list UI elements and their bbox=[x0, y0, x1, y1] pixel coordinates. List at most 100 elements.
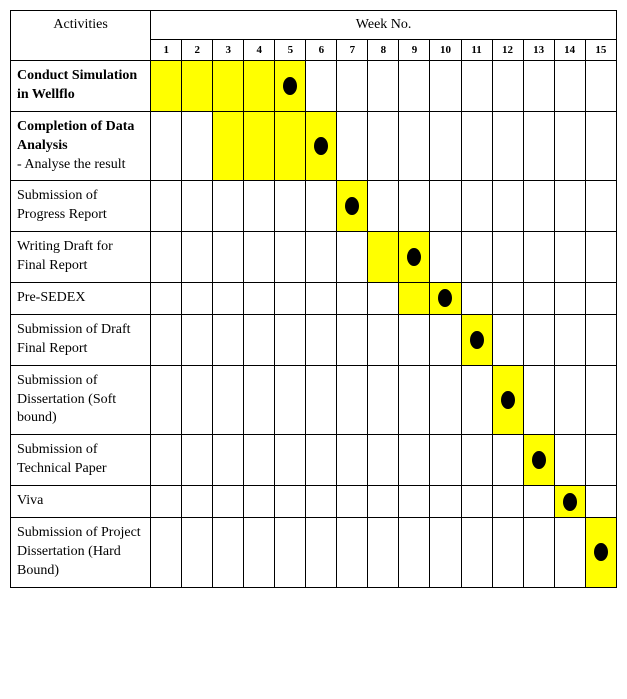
week-cell bbox=[399, 181, 430, 232]
week-num-13: 13 bbox=[523, 40, 554, 61]
week-cell bbox=[244, 61, 275, 112]
week-cell bbox=[461, 232, 492, 283]
week-cell bbox=[306, 518, 337, 588]
week-cell bbox=[275, 181, 306, 232]
week-cell bbox=[492, 283, 523, 315]
table-row: Pre-SEDEX bbox=[11, 283, 617, 315]
week-num-12: 12 bbox=[492, 40, 523, 61]
week-cell bbox=[275, 518, 306, 588]
milestone-marker bbox=[470, 331, 484, 349]
week-cell bbox=[554, 61, 585, 112]
week-cell bbox=[306, 181, 337, 232]
week-cell bbox=[151, 435, 182, 486]
week-cell bbox=[337, 181, 368, 232]
week-cell bbox=[430, 61, 461, 112]
week-cell bbox=[523, 232, 554, 283]
week-cell bbox=[399, 283, 430, 315]
milestone-marker bbox=[594, 543, 608, 561]
week-cell bbox=[585, 486, 616, 518]
week-header: Week No. bbox=[151, 11, 617, 40]
week-cell bbox=[213, 111, 244, 181]
activity-label: Submission of Progress Report bbox=[11, 181, 151, 232]
week-cell bbox=[275, 435, 306, 486]
week-cell bbox=[368, 486, 399, 518]
week-cell bbox=[430, 365, 461, 435]
week-cell bbox=[492, 518, 523, 588]
activity-label: Completion of Data Analysis- Analyse the… bbox=[11, 111, 151, 181]
week-cell bbox=[523, 283, 554, 315]
week-cell bbox=[430, 283, 461, 315]
activities-header: Activities bbox=[11, 11, 151, 61]
week-cell bbox=[182, 232, 213, 283]
week-cell bbox=[399, 314, 430, 365]
milestone-marker bbox=[314, 137, 328, 155]
week-cell bbox=[213, 314, 244, 365]
week-cell bbox=[337, 435, 368, 486]
week-cell bbox=[585, 181, 616, 232]
week-cell bbox=[461, 518, 492, 588]
table-row: Submission of Progress Report bbox=[11, 181, 617, 232]
week-cell bbox=[585, 232, 616, 283]
activity-label: Submission of Technical Paper bbox=[11, 435, 151, 486]
activity-label: Submission of Draft Final Report bbox=[11, 314, 151, 365]
table-row: Submission of Dissertation (Soft bound) bbox=[11, 365, 617, 435]
week-num-2: 2 bbox=[182, 40, 213, 61]
week-num-10: 10 bbox=[430, 40, 461, 61]
week-cell bbox=[151, 111, 182, 181]
week-cell bbox=[368, 283, 399, 315]
week-cell bbox=[399, 111, 430, 181]
milestone-marker bbox=[283, 77, 297, 95]
week-cell bbox=[182, 518, 213, 588]
week-cell bbox=[492, 61, 523, 112]
week-cell bbox=[151, 518, 182, 588]
table-row: Conduct Simulation in Wellflo bbox=[11, 61, 617, 112]
week-cell bbox=[399, 61, 430, 112]
week-cell bbox=[275, 232, 306, 283]
week-cell bbox=[182, 486, 213, 518]
week-cell bbox=[182, 314, 213, 365]
week-cell bbox=[182, 61, 213, 112]
week-cell bbox=[585, 283, 616, 315]
week-cell bbox=[306, 435, 337, 486]
week-cell bbox=[244, 365, 275, 435]
week-cell bbox=[151, 365, 182, 435]
activity-label: Writing Draft for Final Report bbox=[11, 232, 151, 283]
week-cell bbox=[523, 111, 554, 181]
week-cell bbox=[306, 486, 337, 518]
week-cell bbox=[306, 61, 337, 112]
week-cell bbox=[554, 181, 585, 232]
week-cell bbox=[213, 435, 244, 486]
week-cell bbox=[492, 435, 523, 486]
milestone-marker bbox=[563, 493, 577, 511]
week-cell bbox=[461, 314, 492, 365]
week-cell bbox=[275, 365, 306, 435]
week-cell bbox=[337, 365, 368, 435]
week-cell bbox=[213, 61, 244, 112]
milestone-marker bbox=[501, 391, 515, 409]
week-cell bbox=[337, 314, 368, 365]
week-cell bbox=[492, 486, 523, 518]
week-num-11: 11 bbox=[461, 40, 492, 61]
week-cell bbox=[244, 435, 275, 486]
week-cell bbox=[213, 365, 244, 435]
table-row: Writing Draft for Final Report bbox=[11, 232, 617, 283]
week-cell bbox=[585, 365, 616, 435]
week-cell bbox=[275, 486, 306, 518]
table-row: Submission of Draft Final Report bbox=[11, 314, 617, 365]
week-cell bbox=[182, 365, 213, 435]
week-cell bbox=[275, 314, 306, 365]
week-cell bbox=[368, 181, 399, 232]
week-cell bbox=[430, 314, 461, 365]
activity-label: Submission of Project Dissertation (Hard… bbox=[11, 518, 151, 588]
week-cell bbox=[430, 181, 461, 232]
week-num-15: 15 bbox=[585, 40, 616, 61]
week-cell bbox=[554, 486, 585, 518]
week-cell bbox=[213, 486, 244, 518]
table-row: Completion of Data Analysis- Analyse the… bbox=[11, 111, 617, 181]
week-cell bbox=[213, 283, 244, 315]
week-cell bbox=[585, 111, 616, 181]
week-cell bbox=[523, 365, 554, 435]
week-cell bbox=[151, 181, 182, 232]
week-cell bbox=[306, 283, 337, 315]
week-cell bbox=[182, 283, 213, 315]
